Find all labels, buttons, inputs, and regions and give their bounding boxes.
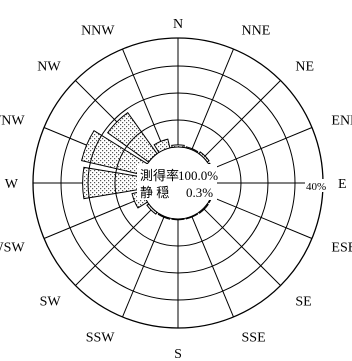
spoke-wsw [43, 196, 145, 239]
spoke-nnw [122, 48, 165, 150]
petal-w-seg-2 [87, 168, 90, 198]
direction-label-nw: NW [37, 60, 61, 75]
radial-tick-bg [305, 179, 329, 192]
petal-nw [106, 111, 158, 163]
calm-value: 0.3% [186, 185, 213, 200]
direction-label-ene: ENE [331, 114, 352, 129]
direction-label-sw: SW [40, 294, 62, 309]
measurement-rate-label: 測得率 [140, 168, 179, 183]
radial-tick-label: 40% [306, 181, 326, 193]
direction-label-ese: ESE [331, 241, 352, 256]
direction-label-e: E [338, 177, 347, 192]
measurement-rate-value: 100.0% [178, 168, 218, 183]
petal-nw-seg-1 [126, 131, 142, 147]
petal-nnw [153, 138, 171, 154]
petal-wnw-seg-1 [116, 149, 125, 169]
spoke-ssw [122, 216, 165, 318]
spoke-ne [203, 80, 281, 158]
direction-spokes [33, 38, 323, 328]
petal-sse [185, 212, 199, 220]
direction-label-sse: SSE [242, 330, 266, 345]
direction-label-nne: NNE [242, 24, 271, 39]
spoke-ene [211, 127, 313, 170]
spoke-sse [191, 216, 234, 318]
petal-ssw [157, 212, 171, 220]
direction-labels: N NNE NE ENE E ESE SE SSE S SSW SW WSW W WNW NW NNW [0, 17, 352, 361]
direction-label-s: S [174, 347, 182, 361]
direction-label-se: SE [295, 294, 311, 309]
direction-label-n: N [173, 17, 183, 32]
direction-label-wnw: WNW [0, 114, 25, 129]
petal-ne [198, 151, 210, 163]
petal-n [171, 144, 185, 149]
direction-label-nnw: NNW [81, 24, 115, 39]
spoke-nne [191, 48, 234, 150]
spoke-sw [75, 208, 153, 286]
petal-se [198, 203, 209, 214]
spoke-ese [211, 196, 313, 239]
direction-label-ssw: SSW [86, 330, 116, 345]
petal-w-seg-1 [114, 172, 117, 194]
petal-sw [146, 203, 158, 215]
petal-s [171, 217, 185, 221]
calm-label: 静 穏 [140, 185, 169, 200]
petal-nne [185, 146, 199, 154]
direction-label-wsw: WSW [0, 241, 25, 256]
direction-label-ne: NE [295, 60, 314, 75]
direction-label-w: W [5, 177, 19, 192]
spoke-se [203, 208, 281, 286]
petal-wnw-seg-2 [89, 135, 103, 163]
center-annotation-bg [137, 164, 217, 200]
